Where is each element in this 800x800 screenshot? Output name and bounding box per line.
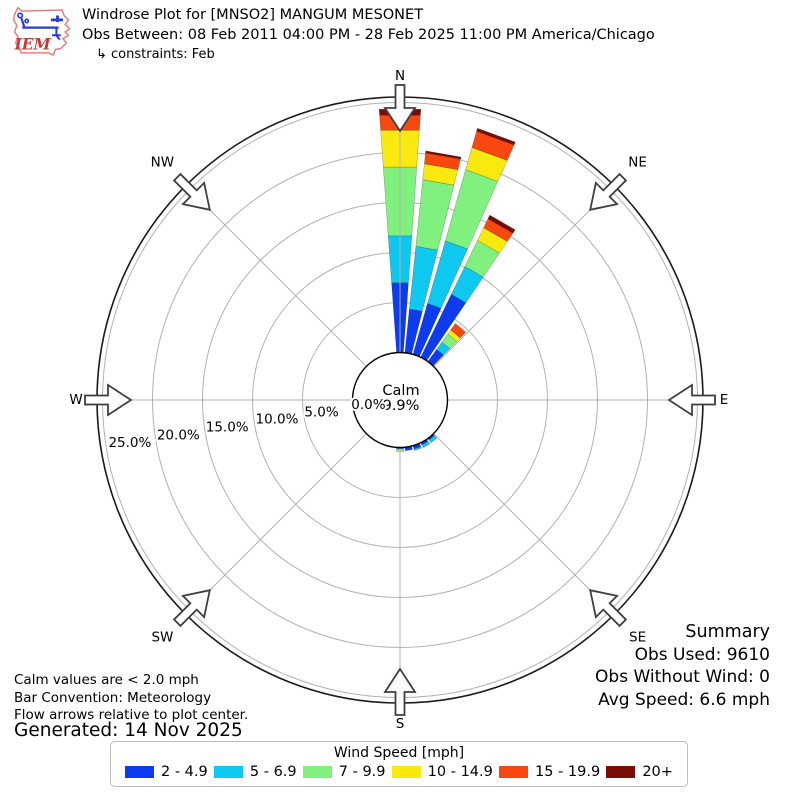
legend-bin-label: 10 - 14.9 [427,764,493,780]
windrose-bar-sector [471,130,515,161]
ring-label: 0.0% [351,397,385,413]
legend-swatch [391,766,421,778]
windrose-bar-sector [436,341,451,356]
iem-logo-text: IEM [14,36,52,54]
flow-arrow [172,172,211,211]
compass-label-nw: NW [151,154,174,170]
windrose-bar-sector [409,246,438,312]
windrose-bar-sector [421,441,431,448]
windrose-bar-sector [465,147,508,182]
windrose-bar-sector [413,446,422,451]
compass-label-ne: NE [628,154,647,170]
ring-label: 25.0% [108,435,151,451]
radial-spoke [433,433,611,611]
windrose-bar-sector [415,179,455,251]
legend-swatch [125,766,154,778]
legend-bin-label: 7 - 9.9 [338,764,386,780]
legend-item: 10 - 14.9 [391,764,493,780]
generated-date: Generated: 14 Nov 2025 [14,720,243,741]
legend-bin-label: 5 - 6.9 [249,764,297,780]
iem-logo: IEM [12,6,71,57]
note-line: Bar Convention: Meteorology [14,689,212,706]
plot-title: Windrose Plot for [MNSO2] MANGUM MESONET [82,7,424,23]
weather-vane-icon [17,12,64,41]
summary-block: Summary Obs Used: 9610 Obs Without Wind: … [595,621,770,711]
calm-value: 9.9% [383,398,420,414]
flow-arrow [383,667,417,716]
radial-spoke [433,189,611,367]
flow-arrow [667,383,716,417]
plot-constraints: ↳ constraints: Feb [96,47,215,62]
flow-arrow [589,172,628,211]
flow-arrow [84,383,133,417]
legend-swatch [302,766,332,778]
ring-label: 15.0% [206,420,249,436]
flow-arrow [172,589,211,628]
windrose-bar-sector [447,329,461,342]
legend-bin-label: 20+ [642,764,673,780]
windrose-bar-sector [427,240,468,309]
compass-label-s: S [396,716,405,732]
compass-label-e: E [720,392,729,408]
legend-item: 7 - 9.9 [302,764,386,780]
note-line: Calm values are < 2.0 mph [14,672,199,688]
legend-item: 15 - 19.9 [499,764,600,780]
summary-title: Summary [685,622,770,642]
flow-arrow [383,84,417,133]
legend-bin-label: 2 - 4.9 [161,764,208,780]
summary-line: Obs Without Wind: 0 [595,667,770,687]
summary-line: Obs Used: 9610 [634,644,770,665]
plot-notes: Calm values are < 2.0 mph Bar Convention:… [14,672,248,725]
legend-bin-label: 15 - 19.9 [535,764,601,780]
note-line: Flow arrows relative to plot center. [14,707,249,723]
windrose-bar-sector [425,150,462,160]
compass-label-w: W [69,392,82,408]
windrose-bar-sector [451,266,484,303]
legend-swatch [213,766,243,778]
windrose-bar-sector [476,128,516,146]
calm-circle [351,351,449,449]
windrose-bar-sector [441,333,458,349]
calm-label: Calm [382,383,419,399]
radial-spoke [189,189,367,367]
flow-arrow [589,589,628,628]
summary-lines: Obs Used: 9610 Obs Without Wind: 0 Avg Spe… [595,644,770,712]
legend-swatch [499,766,528,778]
wind-speed-legend: Wind Speed [mph] 2 - 4.9 5 - 6.9 7 - 9.9 10… [110,741,688,787]
ring-label: 20.0% [157,427,200,443]
compass-label-sw: SW [151,630,173,646]
windrose-bar-sector [483,218,514,242]
radial-spoke [189,433,367,611]
legend-swatch [606,766,636,778]
windrose-bar-sector [428,435,438,444]
legend-item: 20+ [606,764,673,780]
legend-row: 2 - 4.9 5 - 6.9 7 - 9.9 10 - 14.9 15 - 19.9 2… [111,761,687,780]
compass-label-n: N [395,68,405,84]
windrose-bar-sector [487,214,516,234]
legend-item: 5 - 6.9 [213,764,297,780]
windrose-bar-sector [424,152,461,170]
summary-line: Avg Speed: 6.6 mph [598,689,770,710]
legend-title: Wind Speed [mph] [333,745,465,761]
windrose-bar-sector [422,163,459,186]
plot-subtitle: Obs Between: 08 Feb 2011 04:00 PM - 28 F… [82,27,655,43]
compass-label-se: SE [629,630,646,646]
windrose-bar-sector [450,323,467,339]
legend-item: 2 - 4.9 [125,764,208,780]
ring-label: 5.0% [304,405,338,421]
ring-label: 10.0% [256,412,299,428]
